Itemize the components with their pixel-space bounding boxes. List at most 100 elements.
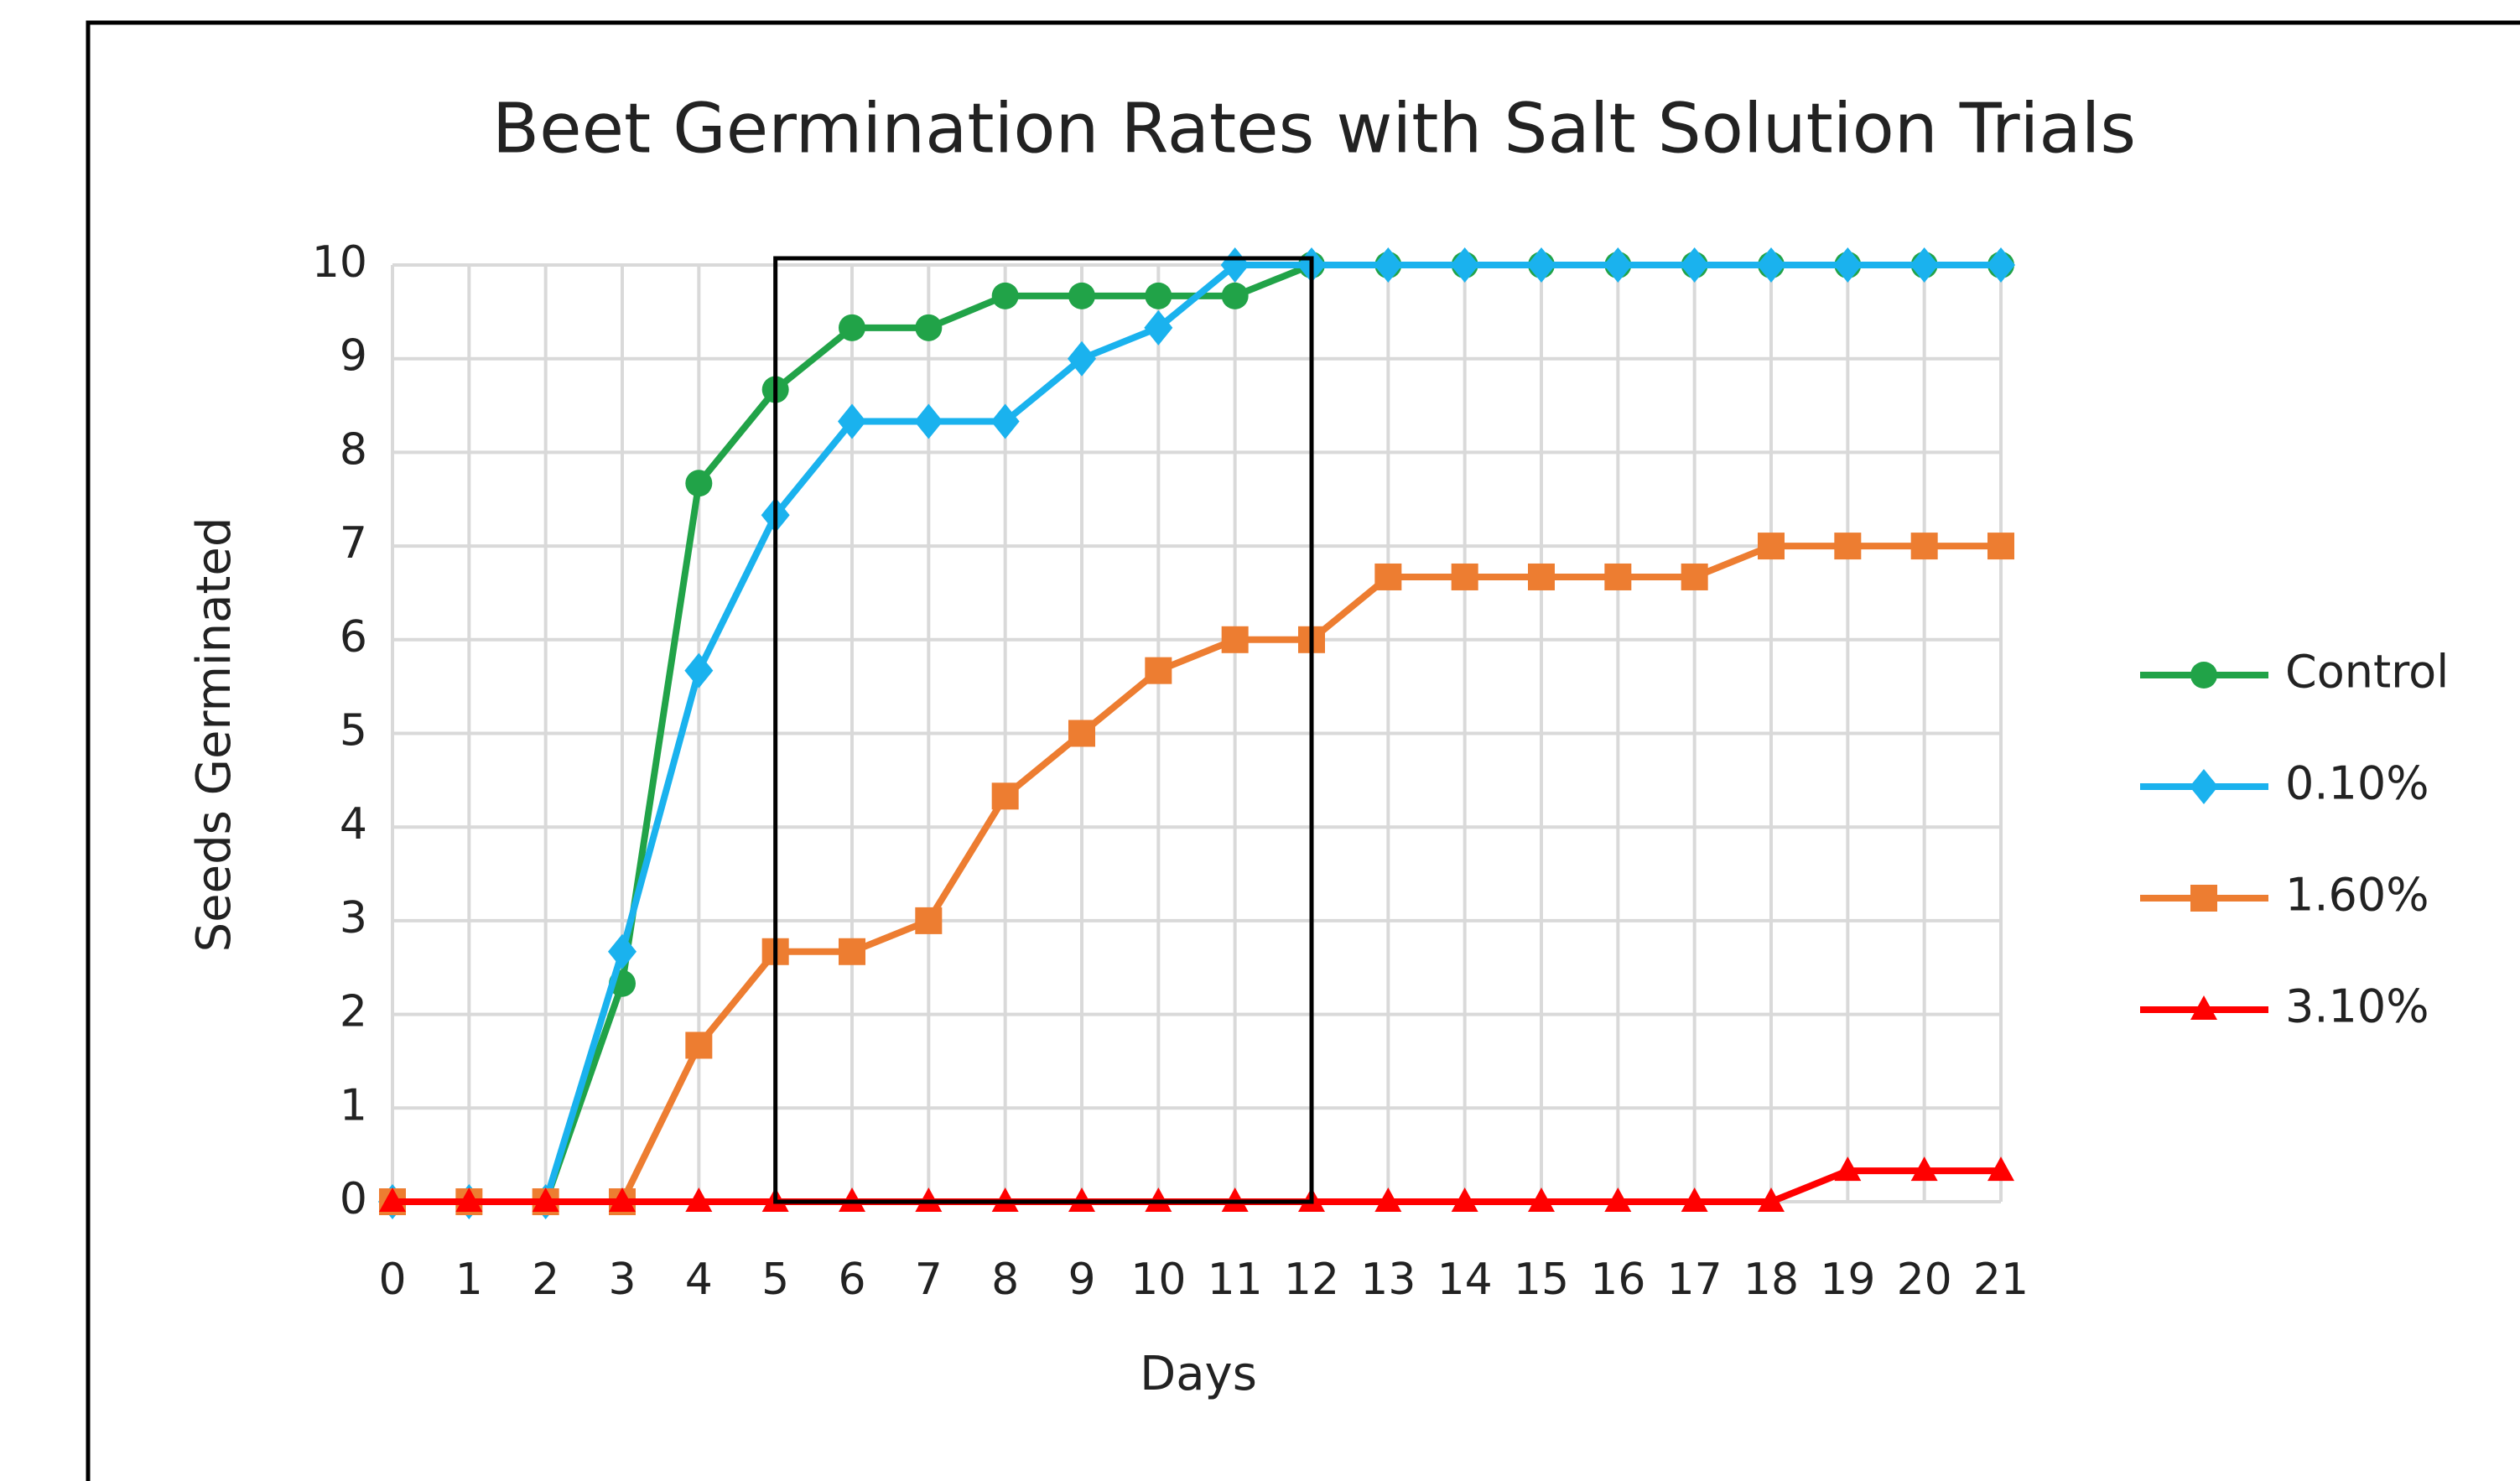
marker: [1145, 282, 1172, 309]
x-tick-label: 9: [1068, 1255, 1095, 1305]
marker: [1068, 720, 1095, 747]
marker: [991, 282, 1019, 309]
marker: [685, 1032, 713, 1059]
marker: [455, 1187, 483, 1212]
y-tick-label: 4: [340, 799, 367, 850]
marker: [1450, 247, 1479, 283]
series: [379, 533, 2014, 1215]
marker: [1681, 563, 1708, 590]
marker: [1987, 247, 2015, 283]
marker: [1374, 563, 1402, 590]
y-tick-label: 0: [340, 1174, 367, 1224]
y-tick-label: 3: [340, 893, 367, 943]
marker: [1374, 247, 1403, 283]
marker: [2190, 995, 2217, 1020]
y-tick-label: 10: [312, 237, 367, 288]
marker: [990, 403, 1020, 439]
y-tick-label: 6: [340, 612, 367, 663]
y-tick-label: 2: [340, 987, 367, 1037]
marker: [1909, 247, 1939, 283]
x-tick-label: 16: [1590, 1255, 1645, 1305]
marker: [1374, 1187, 1402, 1212]
marker: [1603, 247, 1633, 283]
x-axis-title: Days: [1140, 1347, 1257, 1401]
marker: [1528, 1187, 1555, 1212]
x-tick-label: 18: [1743, 1255, 1799, 1305]
marker: [2190, 885, 2217, 912]
legend-label: 0.10%: [2285, 757, 2429, 810]
marker: [1987, 1156, 2014, 1182]
marker: [1680, 247, 1709, 283]
marker: [915, 907, 943, 934]
marker: [1145, 657, 1172, 684]
x-tick-label: 15: [1514, 1255, 1569, 1305]
y-tick-label: 5: [340, 706, 367, 756]
marker: [1910, 1156, 1938, 1182]
legend: Control 0.10% 1.60% 3.10%: [2140, 646, 2449, 1033]
marker: [684, 652, 714, 689]
x-tick-label: 2: [532, 1255, 559, 1305]
y-tick-label: 1: [340, 1080, 367, 1130]
marker: [1451, 563, 1478, 590]
x-tick-label: 12: [1284, 1255, 1339, 1305]
marker: [1681, 1187, 1708, 1212]
plot: [378, 247, 2015, 1219]
marker: [1604, 1187, 1632, 1212]
marker: [1144, 309, 1173, 346]
marker: [609, 1187, 636, 1212]
marker: [1910, 533, 1938, 560]
chart-title: Beet Germination Rates with Salt Solutio…: [492, 89, 2136, 169]
marker: [915, 314, 943, 341]
marker: [1451, 1187, 1478, 1212]
x-tick-label: 5: [761, 1255, 789, 1305]
y-axis-title: Seeds Germinated: [187, 517, 242, 953]
marker: [532, 1187, 559, 1212]
marker: [914, 403, 943, 439]
chart-border: [86, 20, 2520, 1481]
legend-label: 1.60%: [2285, 869, 2429, 922]
y-tick-label: 7: [340, 518, 367, 569]
marker: [839, 938, 865, 965]
series-line: [392, 543, 2001, 1205]
grid: [391, 263, 2003, 1203]
marker: [2190, 769, 2218, 804]
marker: [1527, 247, 1556, 283]
x-tick-label: 8: [991, 1255, 1019, 1305]
marker: [1758, 533, 1785, 560]
x-tick-label: 14: [1437, 1255, 1493, 1305]
x-tick-label: 7: [915, 1255, 943, 1305]
x-tick-label: 10: [1130, 1255, 1186, 1305]
x-tick-label: 11: [1208, 1255, 1263, 1305]
marker: [991, 782, 1019, 810]
x-tick-label: 13: [1360, 1255, 1416, 1305]
marker: [608, 933, 636, 969]
marker: [1604, 563, 1632, 590]
x-tick-label: 20: [1897, 1255, 1952, 1305]
marker: [685, 1187, 713, 1212]
x-tick-label: 19: [1820, 1255, 1875, 1305]
x-tick-label: 3: [608, 1255, 636, 1305]
marker: [1068, 340, 1096, 377]
marker: [1833, 247, 1863, 283]
marker: [1221, 626, 1249, 653]
highlight-box: [773, 256, 1314, 1204]
legend-label: 3.10%: [2285, 980, 2429, 1033]
y-tick-label: 9: [340, 331, 367, 382]
marker: [1757, 247, 1785, 283]
x-tick-label: 1: [455, 1255, 483, 1305]
marker: [1834, 1156, 1862, 1182]
x-tick-label: 17: [1667, 1255, 1722, 1305]
marker: [1834, 533, 1862, 560]
marker: [379, 1187, 406, 1212]
x-tick-label: 6: [838, 1255, 865, 1305]
x-tick-label: 0: [378, 1255, 406, 1305]
marker: [685, 470, 713, 497]
series-line: [392, 262, 2001, 1205]
y-tick-label: 8: [340, 424, 367, 475]
marker: [2190, 662, 2217, 689]
marker: [1758, 1187, 1785, 1212]
marker: [1987, 533, 2014, 560]
marker: [1068, 282, 1095, 309]
marker: [839, 314, 865, 341]
legend-label: Control: [2285, 646, 2449, 699]
